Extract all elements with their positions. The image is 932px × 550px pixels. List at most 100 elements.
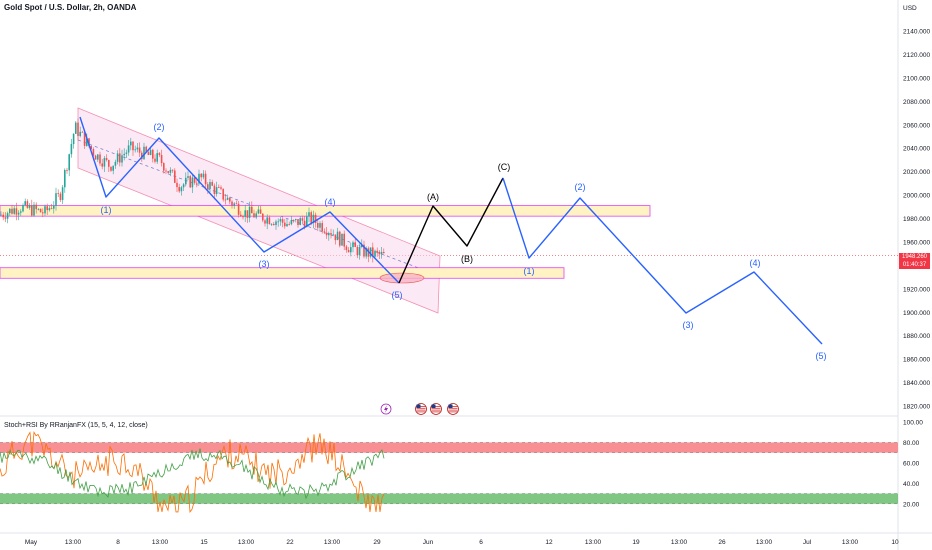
candle-body: [127, 145, 130, 153]
candle-body: [198, 173, 200, 184]
candle-body: [347, 249, 350, 253]
candle-body: [108, 160, 110, 167]
price-tick-label: 2060.000: [903, 122, 930, 129]
wave-label-future: (5): [816, 351, 827, 361]
candle-body: [334, 234, 337, 241]
event-icons[interactable]: [380, 403, 459, 415]
candle-body: [226, 197, 229, 200]
candle-body: [290, 220, 293, 225]
candle-body: [288, 224, 290, 225]
time-tick-label: 13:00: [152, 539, 169, 546]
indicator-tick-label: 100.00: [903, 420, 923, 427]
price-tick-label: 2020.000: [903, 169, 930, 176]
price-tick-label: 2140.000: [903, 29, 930, 36]
candle-body: [145, 146, 147, 153]
candle-body: [339, 231, 341, 246]
candle-body: [50, 208, 53, 209]
candle-body: [251, 206, 253, 214]
candle-body: [323, 231, 326, 233]
lightning-bolt: [384, 405, 388, 413]
candle-body: [319, 223, 321, 228]
candle-body: [149, 149, 152, 155]
candle-body: [341, 233, 343, 246]
flag-canton: [416, 404, 421, 408]
candle-body: [68, 154, 70, 171]
candle-body: [187, 176, 189, 178]
candle-body: [224, 199, 227, 201]
us-flag-icon[interactable]: [415, 403, 427, 415]
candle-body: [222, 188, 224, 200]
candle-body: [345, 246, 348, 250]
indicator-tick-label: 80.00: [903, 440, 920, 447]
last-price-tag: 1948.260 01:40:37: [899, 253, 930, 269]
candle-body: [308, 212, 310, 217]
price-tick-label: 1960.000: [903, 239, 930, 246]
candle-body: [253, 213, 255, 218]
wave-label-past: (4): [325, 197, 336, 207]
candle-body: [9, 208, 11, 214]
stoch-rsi-pane: 100.00 80.00 60.00 40.00 20.00: [0, 420, 923, 514]
candle-body: [255, 213, 257, 218]
candle-body: [125, 152, 128, 154]
candle-body: [279, 219, 282, 222]
candle-body: [299, 218, 301, 226]
candle-body: [24, 201, 26, 206]
candle-body: [231, 201, 233, 206]
candle-body: [178, 187, 180, 192]
candle-body: [321, 223, 323, 232]
candle-body: [83, 132, 86, 146]
candle-body: [262, 213, 264, 221]
time-tick-label: 13:00: [238, 539, 255, 546]
candle-body: [143, 146, 145, 160]
time-tick-label: 13:00: [756, 539, 773, 546]
time-tick-label: 26: [718, 539, 726, 546]
indicator-tick-label: 40.00: [903, 481, 920, 488]
price-tick-label: 2040.000: [903, 146, 930, 153]
candle-body: [55, 193, 57, 206]
candle-body: [259, 209, 262, 214]
candle-body: [180, 187, 183, 192]
resistance-zone: [0, 205, 651, 217]
candle-body: [363, 244, 365, 257]
candle-body: [270, 223, 273, 225]
time-tick-label: 6: [479, 539, 483, 546]
candle-body: [169, 169, 172, 173]
time-tick-label: 12: [545, 539, 553, 546]
candle-body: [372, 247, 374, 257]
candle-body: [358, 246, 361, 256]
candle-body: [191, 177, 194, 188]
flag-canton: [448, 404, 453, 408]
candle-body: [229, 197, 231, 202]
candle-body: [72, 133, 75, 145]
candle-body: [277, 221, 279, 223]
candle-body: [235, 203, 238, 205]
us-flag-icon[interactable]: [447, 403, 459, 415]
indicator-tick-label: 60.00: [903, 460, 920, 467]
candle-body: [132, 141, 134, 151]
candle-body: [301, 218, 304, 221]
time-tick-label: 13:00: [324, 539, 341, 546]
wave-label-past: (5): [392, 290, 403, 300]
candle-body: [242, 216, 244, 218]
lightning-icon[interactable]: [380, 403, 392, 415]
time-tick-label: 19: [632, 539, 640, 546]
candle-body: [332, 234, 334, 236]
candle-body: [57, 193, 59, 194]
candle-body: [160, 155, 163, 164]
candle-body: [39, 208, 42, 213]
time-tick-label: May: [25, 539, 38, 546]
us-flag-icon[interactable]: [430, 403, 442, 415]
candle-body: [28, 205, 31, 208]
candle-body: [378, 251, 381, 255]
candle-body: [114, 161, 117, 166]
candle-body: [257, 209, 260, 214]
candle-body: [105, 158, 108, 161]
price-tick-label: 1840.000: [903, 380, 930, 387]
candle-body: [380, 251, 383, 255]
candle-body: [61, 187, 64, 200]
candle-body: [369, 247, 372, 257]
candle-body: [246, 210, 249, 218]
candle-body: [88, 138, 90, 147]
candle-body: [97, 154, 99, 160]
